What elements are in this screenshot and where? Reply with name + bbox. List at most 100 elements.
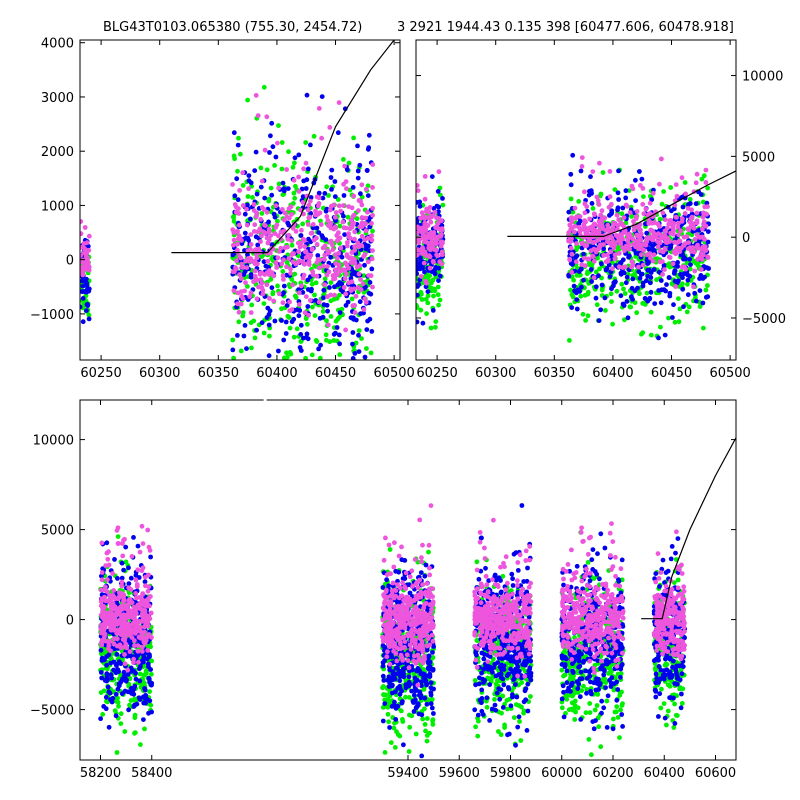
data-point (703, 294, 709, 300)
data-point (427, 265, 433, 271)
data-point (619, 211, 625, 217)
data-point (423, 296, 429, 302)
data-point (612, 187, 618, 193)
data-point (431, 240, 437, 246)
left-title: BLG43T0103.065380 (755.30, 2454.72) (103, 20, 362, 35)
data-point (290, 225, 296, 231)
data-point (685, 292, 691, 298)
data-point (362, 388, 367, 393)
data-point (661, 263, 667, 268)
data-point (113, 691, 119, 697)
data-point (423, 728, 428, 734)
data-point (251, 202, 257, 207)
data-point (119, 617, 124, 622)
data-point (115, 541, 121, 546)
data-point (332, 214, 338, 220)
data-point (674, 193, 680, 199)
data-point (303, 294, 309, 299)
data-point (419, 559, 424, 565)
data-point (111, 636, 117, 642)
data-point (140, 592, 146, 597)
data-point (286, 256, 292, 261)
data-point (419, 639, 425, 644)
data-point (393, 568, 399, 574)
data-point (342, 163, 347, 169)
data-point (596, 318, 602, 323)
data-point (419, 210, 425, 216)
data-point (629, 259, 635, 265)
scatter-points (416, 152, 711, 343)
data-point (370, 162, 376, 168)
data-point (138, 742, 143, 747)
data-point (356, 349, 362, 354)
data-point (316, 201, 322, 206)
data-point (343, 327, 348, 333)
data-point (130, 609, 136, 615)
x-tick-label: 60350 (534, 366, 575, 381)
data-point (237, 272, 243, 278)
data-point (327, 207, 333, 213)
data-point (128, 575, 134, 581)
data-point (303, 375, 308, 380)
data-point (608, 291, 614, 297)
data-point (419, 753, 425, 759)
data-point (104, 662, 109, 668)
data-point (232, 193, 238, 199)
y-tick-label: 10000 (742, 70, 783, 85)
data-point (601, 253, 607, 258)
data-point (599, 282, 605, 288)
data-point (648, 309, 654, 315)
data-point (416, 282, 422, 287)
data-point (620, 236, 625, 242)
data-point (356, 365, 361, 370)
data-point (363, 186, 369, 192)
data-point (304, 331, 310, 337)
data-point (271, 211, 277, 217)
data-point (301, 178, 307, 184)
data-point (231, 218, 237, 224)
data-point (406, 695, 412, 700)
data-point (283, 319, 289, 325)
data-point (422, 706, 427, 712)
data-point (252, 168, 258, 174)
data-point (681, 264, 687, 270)
data-point (255, 113, 261, 118)
data-point (610, 321, 615, 327)
data-point (235, 197, 241, 203)
data-point (102, 678, 108, 683)
data-point (245, 252, 250, 258)
data-point (640, 262, 646, 268)
data-point (417, 642, 423, 648)
data-point (291, 177, 297, 183)
data-point (587, 188, 592, 194)
data-point (334, 233, 340, 238)
data-point (334, 325, 340, 330)
data-point (236, 222, 242, 228)
data-point (352, 247, 358, 253)
data-point (241, 333, 247, 339)
data-point (141, 659, 146, 665)
data-point (126, 585, 132, 591)
data-point (141, 635, 147, 640)
data-point (697, 288, 703, 293)
data-point (269, 120, 275, 126)
data-point (426, 241, 432, 247)
data-point (418, 570, 424, 575)
data-point (291, 251, 296, 256)
data-point (148, 554, 154, 560)
data-point (111, 594, 117, 600)
data-point (436, 278, 441, 283)
data-point (582, 189, 587, 195)
data-point (325, 248, 330, 254)
data-point (597, 244, 603, 250)
data-point (411, 653, 417, 659)
data-point (648, 289, 654, 295)
data-point (402, 576, 408, 581)
data-point (387, 547, 393, 552)
data-point (588, 174, 593, 180)
data-point (352, 303, 357, 308)
data-point (591, 258, 597, 264)
data-point (387, 677, 393, 683)
data-point (340, 203, 346, 209)
data-point (302, 310, 308, 316)
